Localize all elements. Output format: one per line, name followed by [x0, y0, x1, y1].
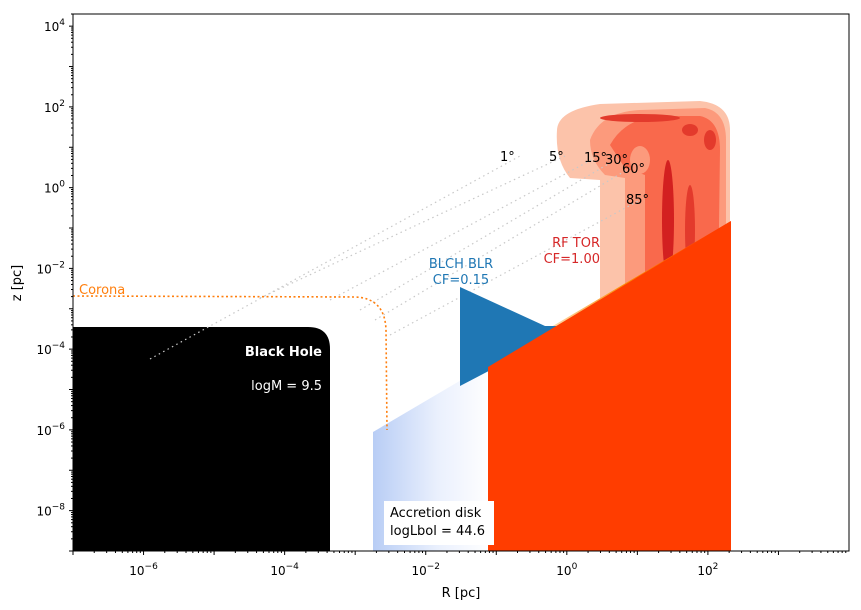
y-tick-label-0: 10−8 [36, 503, 65, 519]
axes-frame [72, 13, 850, 552]
black-hole-label: Black Hole [245, 345, 322, 360]
angle-label-1: 1° [500, 150, 515, 165]
corona-boundary [73, 295, 388, 431]
viewing-angle-lines [149, 155, 641, 360]
x-axis-ticks: 10−6 10−4 10−2 100 102 [72, 551, 847, 578]
torus-wedge [488, 221, 731, 551]
y-axis-label: z [pc] [10, 265, 25, 302]
black-hole-mass-label: logM = 9.5 [251, 379, 322, 394]
angle-label-30: 30° [605, 153, 628, 168]
torus-cf-label: CF=1.00 [544, 252, 600, 267]
accretion-disk-legend: Accretion disk logLbol = 44.6 [384, 501, 494, 545]
angle-labels: 1° 5° 15° 30° 60° 85° [500, 150, 649, 208]
corona-label: Corona [79, 283, 125, 298]
angle-label-85: 85° [626, 193, 649, 208]
blr-region [460, 287, 575, 386]
torus-label: RF TOR [552, 236, 600, 251]
plot-area [73, 101, 731, 551]
x-tick-label-4: 102 [697, 562, 718, 578]
x-tick-label-2: 10−2 [411, 562, 440, 578]
angle-label-5: 5° [549, 150, 564, 165]
black-hole-region [73, 327, 330, 551]
accretion-disk-label: Accretion disk [390, 506, 482, 521]
y-tick-label-3: 10−2 [36, 260, 65, 276]
y-tick-label-4: 100 [44, 180, 65, 196]
y-tick-label-6: 104 [44, 18, 65, 34]
x-tick-label-0: 10−6 [129, 562, 158, 578]
x-tick-label-3: 100 [556, 562, 577, 578]
x-tick-label-1: 10−4 [270, 562, 299, 578]
x-axis-label: R [pc] [442, 586, 481, 601]
blr-label: BLCH BLR [429, 257, 493, 272]
y-axis-ticks: 10−8 10−6 10−4 10−2 100 102 104 [36, 13, 73, 552]
angle-label-15: 15° [584, 151, 607, 166]
accretion-disk-lum-label: logLbol = 44.6 [390, 524, 485, 539]
angle-label-60: 60° [622, 162, 645, 177]
blr-cf-label: CF=0.15 [433, 273, 489, 288]
y-tick-label-2: 10−4 [36, 341, 65, 357]
y-tick-label-5: 102 [44, 99, 65, 115]
y-tick-label-1: 10−6 [36, 422, 65, 438]
